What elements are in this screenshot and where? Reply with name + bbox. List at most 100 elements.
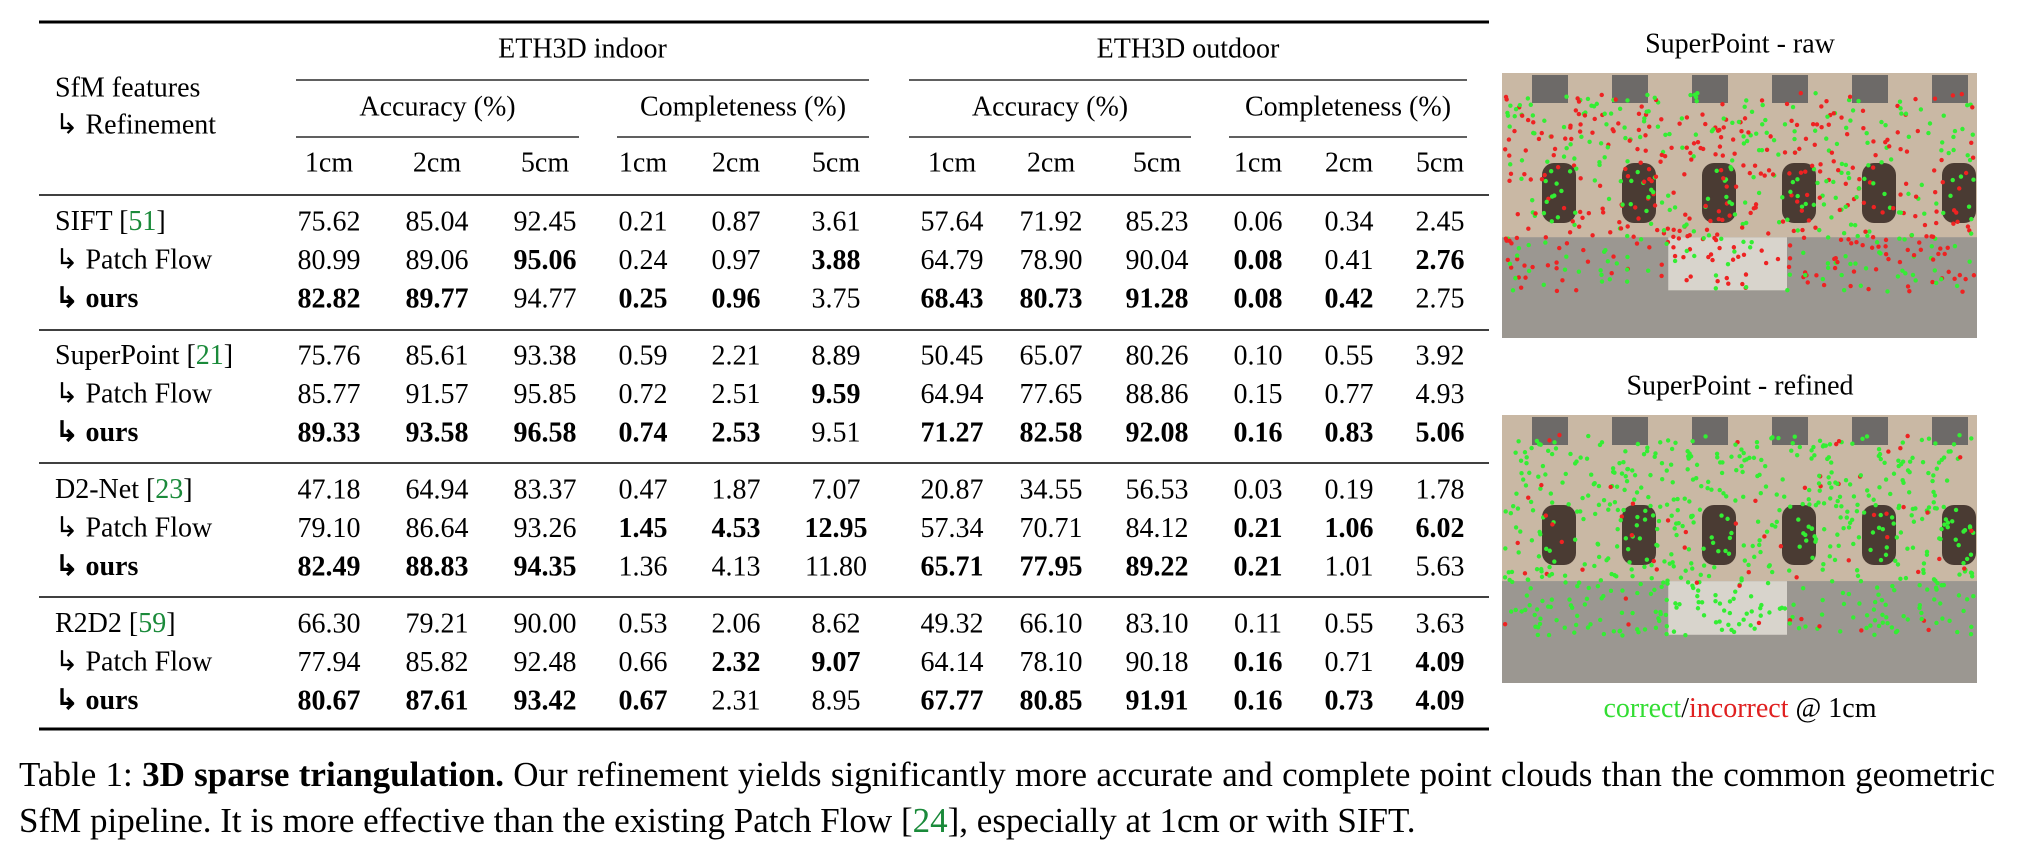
feature-dot xyxy=(1848,222,1854,227)
legend-incorrect: incorrect xyxy=(1689,693,1789,724)
feature-dot xyxy=(1826,475,1831,480)
feature-dot xyxy=(1584,456,1590,461)
feature-dot xyxy=(1678,575,1684,580)
feature-dot xyxy=(1541,210,1547,216)
cell: 0.55 xyxy=(1325,340,1374,371)
feature-dot xyxy=(1957,432,1962,438)
feature-dot xyxy=(1813,537,1819,542)
feature-dot xyxy=(1671,564,1676,569)
feature-dot xyxy=(1764,147,1770,153)
feature-dot xyxy=(1753,498,1758,504)
feature-dot xyxy=(1727,535,1733,541)
feature-dot xyxy=(1751,174,1756,180)
feature-dot xyxy=(1567,169,1573,174)
feature-dot xyxy=(1913,96,1918,102)
feature-dot xyxy=(1623,449,1628,454)
feature-dot xyxy=(1673,440,1678,446)
feature-dot xyxy=(1730,120,1735,125)
feature-dot xyxy=(1767,610,1772,615)
feature-dot xyxy=(1964,556,1970,562)
feature-dot xyxy=(1514,253,1520,258)
feature-dot xyxy=(1575,96,1580,101)
feature-dot xyxy=(1539,574,1545,580)
feature-dot xyxy=(1641,179,1647,184)
feature-dot xyxy=(1884,615,1889,620)
feature-dot xyxy=(1922,211,1927,216)
feature-dot xyxy=(1571,163,1577,168)
feature-dot xyxy=(1526,226,1531,231)
feature-dot xyxy=(1585,259,1591,264)
feature-dot xyxy=(1670,480,1675,485)
feature-dot xyxy=(1574,613,1580,619)
feature-dot xyxy=(1792,434,1797,439)
feature-dot xyxy=(1690,566,1695,571)
cell: 0.24 xyxy=(619,245,668,276)
feature-dot xyxy=(1637,134,1643,140)
feature-dot xyxy=(1753,205,1758,210)
feature-dot xyxy=(1839,170,1844,176)
feature-dot xyxy=(1547,438,1552,443)
feature-dot xyxy=(1841,526,1846,531)
feature-dot xyxy=(1599,279,1605,284)
feature-dot xyxy=(1610,127,1615,132)
feature-dot xyxy=(1704,227,1710,232)
feature-dot xyxy=(1586,211,1592,216)
feature-dot xyxy=(1963,276,1968,282)
cell: 94.35 xyxy=(514,552,577,583)
cell: 11.80 xyxy=(805,552,867,583)
feature-dot xyxy=(1828,496,1833,501)
feature-dot xyxy=(1535,632,1541,638)
feature-dot xyxy=(1755,519,1761,524)
feature-dot xyxy=(1796,517,1801,522)
feature-dot xyxy=(1625,159,1630,164)
feature-dot xyxy=(1913,194,1919,199)
feature-dot xyxy=(1754,444,1760,450)
feature-dot xyxy=(1789,118,1794,124)
feature-dot xyxy=(1835,168,1841,173)
feature-dot xyxy=(1907,459,1913,464)
feature-dot xyxy=(1685,449,1690,454)
feature-dot xyxy=(1563,580,1568,585)
feature-dot xyxy=(1636,216,1641,221)
cell: 8.62 xyxy=(812,608,861,639)
feature-dot xyxy=(1611,254,1616,259)
feature-dot xyxy=(1870,165,1876,170)
feature-dot xyxy=(1690,477,1696,482)
feature-dot xyxy=(1867,229,1872,234)
feature-dot xyxy=(1929,234,1934,239)
feature-dot xyxy=(1835,259,1840,265)
feature-dot xyxy=(1743,220,1749,226)
feature-dot xyxy=(1940,180,1945,185)
feature-dot xyxy=(1804,538,1809,543)
feature-dot xyxy=(1568,451,1573,457)
feature-dot xyxy=(1522,263,1527,268)
cell: 68.43 xyxy=(921,284,984,315)
feature-dot xyxy=(1694,462,1700,468)
feature-dot xyxy=(1664,624,1669,629)
feature-dot xyxy=(1536,136,1542,142)
feature-dot xyxy=(1684,115,1690,120)
feature-dot xyxy=(1576,224,1582,229)
feature-dot xyxy=(1835,498,1840,504)
subgroup-header: Accuracy (%) xyxy=(359,91,515,122)
feature-dot xyxy=(1898,192,1903,197)
feature-dot xyxy=(1649,576,1654,581)
feature-dot xyxy=(1608,484,1613,490)
feature-dot xyxy=(1820,567,1825,572)
feature-dot xyxy=(1855,502,1860,508)
feature-dot xyxy=(1671,497,1676,502)
feature-dot xyxy=(1659,117,1664,122)
feature-dot xyxy=(1821,562,1826,567)
feature-dot xyxy=(1682,224,1687,229)
feature-dot xyxy=(1934,280,1939,286)
feature-dot xyxy=(1939,276,1944,282)
feature-dot xyxy=(1843,125,1849,131)
feature-dot xyxy=(1729,530,1734,536)
feature-dot xyxy=(1715,278,1720,284)
feature-dot xyxy=(1918,247,1924,252)
feature-dot xyxy=(1520,477,1526,482)
cell: 77.65 xyxy=(1020,379,1083,410)
feature-dot xyxy=(1917,583,1922,588)
feature-dot xyxy=(1577,209,1583,215)
